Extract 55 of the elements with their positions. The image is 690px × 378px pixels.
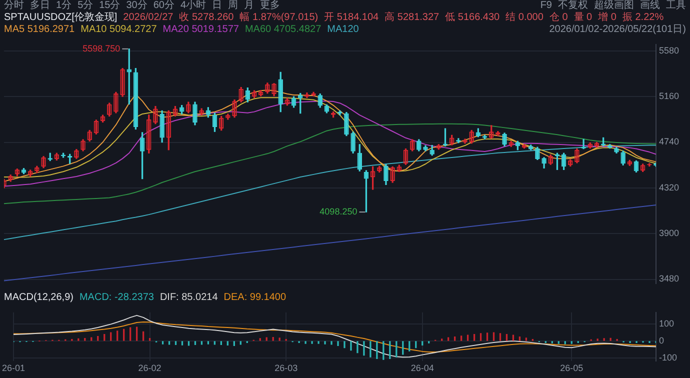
text: 周 [228, 0, 238, 12]
text: MA60 4705.4827 [244, 24, 322, 36]
text: 仓 0 [549, 12, 568, 24]
text: MA10 5094.2727 [80, 24, 157, 36]
text: 30分 [126, 0, 148, 12]
text: 开 5184.104 [324, 12, 379, 24]
text: 振 2.22% [622, 12, 664, 24]
y-tick-label: 100 [659, 318, 674, 329]
y-tick-label: -100 [659, 352, 678, 362]
annotation: 4098.250 [320, 206, 358, 217]
text: MA20 5019.1577 [162, 24, 239, 36]
x-tick-label: 26-04 [410, 363, 434, 374]
y-tick-label: 4320 [659, 182, 680, 192]
text: 1分 [56, 0, 72, 12]
text: DIF: 85.0214 [160, 292, 218, 304]
text: MACD: -28.2373 [79, 292, 154, 304]
text: 增 0 [598, 12, 616, 24]
text: 不复权 [558, 0, 588, 12]
text: F9 [540, 0, 552, 12]
text: 工具 [666, 0, 686, 12]
y-tick-label: 3480 [659, 274, 680, 284]
x-tick-label: 26-01 [2, 363, 26, 374]
chart-title: MACD(12,26,9) [4, 292, 74, 304]
text: 60分 [153, 0, 174, 12]
text: 画线 [640, 0, 660, 12]
text: 量 0 [574, 12, 592, 24]
text: 超级画图 [594, 0, 634, 12]
text: 4小时 [180, 0, 206, 12]
y-tick-label: 5160 [659, 91, 680, 102]
text: 收 5278.260 [179, 12, 234, 24]
x-tick-label: 26-05 [560, 363, 584, 374]
text: 分时 [4, 0, 24, 12]
text: 2026/01/02-2026/05/22(101日) [549, 24, 686, 36]
text: 高 5281.327 [384, 12, 440, 24]
text: 2026/02/27 [123, 12, 174, 24]
text: 5分 [78, 0, 94, 12]
text: MA5 5196.2971 [4, 24, 75, 36]
chart-title: SPTAUUSDOZ[伦敦金现] [4, 12, 118, 24]
y-tick-label: 5580 [659, 45, 680, 56]
y-tick-label: 3900 [659, 228, 680, 238]
annotation: 5598.750 [82, 43, 120, 54]
x-tick-label: 26-02 [138, 363, 162, 374]
text: MA120 [327, 24, 359, 36]
text: 月 [244, 0, 254, 12]
text: 日 [212, 0, 222, 12]
text: DEA: 99.1400 [224, 292, 286, 304]
y-tick-label: 4740 [659, 136, 680, 147]
text: 更多 [260, 0, 280, 12]
text: 15分 [99, 0, 120, 12]
y-tick-label: 0 [659, 335, 664, 346]
text: 多日 [30, 0, 50, 12]
text: 低 5166.430 [445, 12, 500, 24]
text: 结 0.000 [506, 12, 544, 24]
text: 幅 1.87%(97.015) [240, 12, 318, 24]
x-tick-label: 26-03 [274, 363, 298, 374]
